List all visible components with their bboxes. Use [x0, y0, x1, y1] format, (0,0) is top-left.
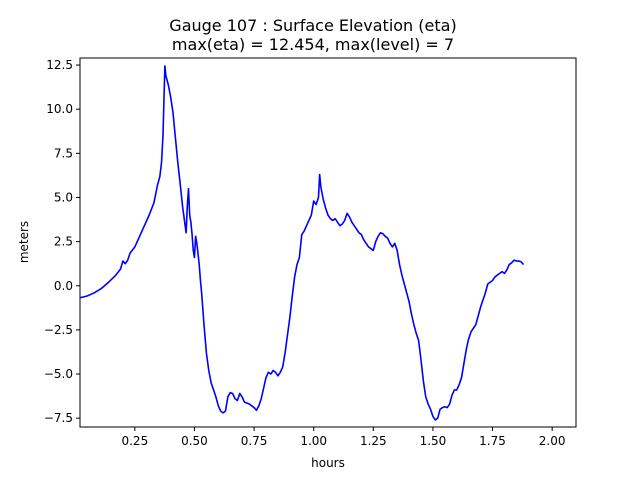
x-tick-label: 0.25 — [121, 434, 148, 448]
y-tick-label: 0.0 — [54, 279, 73, 293]
series-line — [79, 65, 525, 421]
y-tick-label: −7.5 — [44, 411, 73, 425]
chart-subtitle: max(eta) = 12.454, max(level) = 7 — [172, 35, 454, 54]
y-tick-label: 2.5 — [54, 235, 73, 249]
x-axis: 0.25 0.50 0.75 1.00 1.25 1.50 1.75 2.00 — [121, 427, 566, 448]
x-tick-label: 0.50 — [181, 434, 208, 448]
x-tick-label: 0.75 — [241, 434, 268, 448]
y-tick-label: 7.5 — [54, 146, 73, 160]
y-tick-label: 10.0 — [46, 102, 73, 116]
data-layer — [79, 65, 525, 421]
y-axis: −7.5 −5.0 −2.5 0.0 2.5 5.0 7.5 10.0 12.5 — [44, 58, 80, 425]
x-tick-label: 1.25 — [360, 434, 387, 448]
plot-area — [79, 57, 577, 428]
y-tick-label: −5.0 — [44, 367, 73, 381]
x-tick-label: 1.75 — [479, 434, 506, 448]
chart-title: Gauge 107 : Surface Elevation (eta) — [169, 16, 456, 35]
y-tick-label: −2.5 — [44, 323, 73, 337]
x-tick-label: 1.50 — [420, 434, 447, 448]
x-axis-label: hours — [311, 456, 345, 470]
y-tick-label: 5.0 — [54, 190, 73, 204]
y-axis-label: meters — [17, 221, 31, 263]
x-tick-label: 1.00 — [300, 434, 327, 448]
x-tick-label: 2.00 — [539, 434, 566, 448]
plot-frame — [79, 57, 577, 428]
y-tick-label: 12.5 — [46, 58, 73, 72]
